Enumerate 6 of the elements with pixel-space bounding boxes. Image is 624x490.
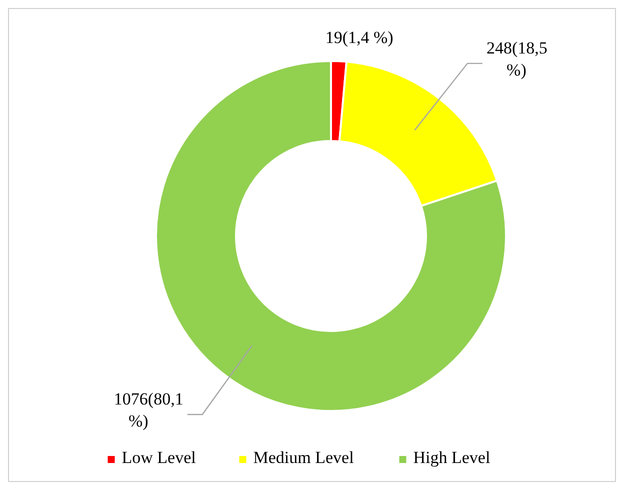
- legend-label: High Level: [413, 448, 490, 467]
- data-label: 248(18,5 %): [486, 38, 548, 80]
- legend-label: Low Level: [122, 448, 196, 467]
- data-label: 19(1,4 %): [325, 28, 394, 48]
- data-label: 1076(80,1 %): [114, 389, 184, 430]
- legend-label: Medium Level: [253, 448, 354, 467]
